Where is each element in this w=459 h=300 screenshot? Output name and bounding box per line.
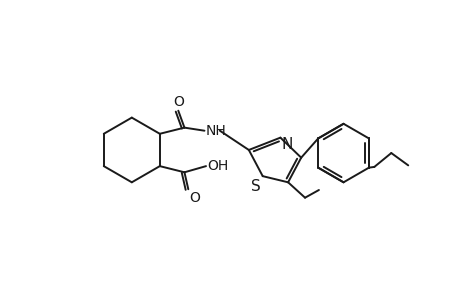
Text: OH: OH [207, 159, 228, 173]
Text: NH: NH [206, 124, 226, 138]
Text: S: S [250, 179, 260, 194]
Text: O: O [173, 95, 183, 109]
Text: O: O [189, 191, 200, 205]
Text: N: N [281, 137, 293, 152]
